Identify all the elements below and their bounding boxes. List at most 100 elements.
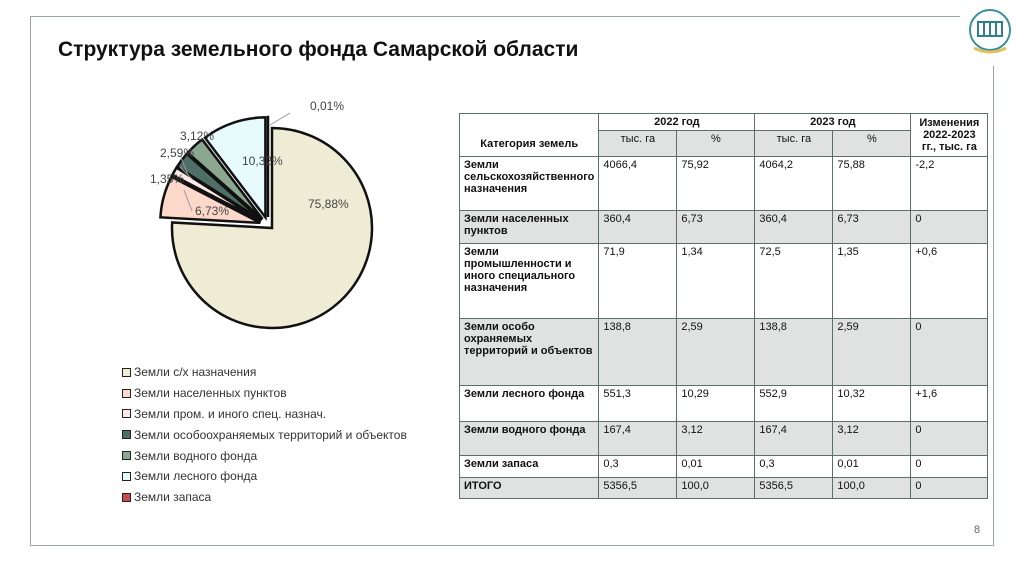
- legend-item: Земли особоохраняемых территорий и объек…: [122, 424, 407, 445]
- value-cell: 0,3: [754, 455, 834, 478]
- value-cell: 1,35: [832, 243, 912, 319]
- legend-item: Земли лесного фонда: [122, 466, 407, 487]
- legend-item: Земли запаса: [122, 487, 407, 508]
- value-cell: +1,6: [910, 385, 989, 422]
- legend-label: Земли особоохраняемых территорий и объек…: [134, 427, 407, 442]
- land-fund-table: Категория земель 2022 год 2023 год Измен…: [458, 113, 989, 499]
- slice-label: 3,12%: [180, 129, 214, 143]
- leader-line: [179, 166, 194, 181]
- category-cell: ИТОГО: [458, 477, 600, 499]
- value-cell: 0,3: [598, 455, 678, 478]
- value-cell: 6,73: [832, 210, 912, 244]
- value-cell: 552,9: [754, 385, 834, 422]
- table-row: Земли промышленности и иного специальног…: [458, 243, 989, 319]
- slice-label: 2,59%: [160, 146, 194, 160]
- legend-item: Земли пром. и иного спец. назнач.: [122, 404, 407, 425]
- category-cell: Земли особо охраняемых территорий и объе…: [458, 318, 600, 386]
- value-cell: +0,6: [910, 243, 989, 319]
- frame-line: [30, 16, 960, 17]
- table-row: ИТОГО 5356,5 100,0 5356,5 100,0 0: [458, 477, 989, 499]
- value-cell: 100,0: [676, 477, 756, 499]
- value-cell: 0,01: [676, 455, 756, 478]
- value-cell: 0,01: [832, 455, 912, 478]
- value-cell: 1,34: [676, 243, 756, 319]
- value-cell: 360,4: [598, 210, 678, 244]
- legend-swatch: [122, 471, 131, 481]
- pie-slice: [203, 116, 267, 222]
- legend-label: Земли населенных пунктов: [134, 386, 287, 401]
- value-cell: 0: [910, 421, 989, 456]
- frame-line: [30, 545, 994, 546]
- value-cell: 167,4: [754, 421, 834, 456]
- value-cell: 4066,4: [598, 156, 678, 211]
- leader-line: [269, 112, 291, 126]
- legend-item: Земли с/х назначения: [122, 362, 407, 383]
- value-cell: 167,4: [598, 421, 678, 456]
- table-row: Земли лесного фонда 551,3 10,29 552,9 10,32 +…: [458, 385, 989, 422]
- value-cell: -2,2: [910, 156, 989, 211]
- header-2023: 2023 год: [754, 113, 912, 131]
- header-category: Категория земель: [458, 113, 600, 157]
- pie-slice: [170, 126, 374, 330]
- legend-swatch: [122, 492, 131, 502]
- value-cell: 3,12: [832, 421, 912, 456]
- header-unit-ha: тыс. га: [754, 130, 834, 157]
- legend-label: Земли с/х назначения: [134, 365, 257, 380]
- value-cell: 75,92: [676, 156, 756, 211]
- value-cell: 10,29: [676, 385, 756, 422]
- legend-swatch: [122, 451, 131, 461]
- legend-swatch: [122, 430, 131, 440]
- page-number: 8: [974, 524, 981, 536]
- value-cell: 138,8: [754, 318, 834, 386]
- value-cell: 71,9: [598, 243, 678, 319]
- legend-item: Земли водного фонда: [122, 445, 407, 466]
- slice-label: 0,01%: [310, 99, 344, 113]
- value-cell: 0: [910, 318, 989, 386]
- header-change: Изменения 2022-2023 гг., тыс. га: [910, 113, 989, 157]
- value-cell: 0: [910, 210, 989, 244]
- category-cell: Земли лесного фонда: [458, 385, 600, 422]
- table-row: Земли особо охраняемых территорий и объе…: [458, 318, 989, 386]
- legend-label: Земли водного фонда: [134, 448, 258, 463]
- category-cell: Земли водного фонда: [458, 421, 600, 456]
- value-cell: 138,8: [598, 318, 678, 386]
- leader-line: [179, 154, 189, 176]
- page-title: Структура земельного фонда Самарской обл…: [58, 38, 579, 61]
- legend-label: Земли запаса: [134, 490, 212, 505]
- value-cell: 100,0: [832, 477, 912, 499]
- value-cell: 551,3: [598, 385, 678, 422]
- header-unit-pct: %: [676, 130, 756, 157]
- pie-slice: [159, 175, 261, 225]
- value-cell: 10,32: [832, 385, 912, 422]
- value-cell: 4064,2: [754, 156, 834, 211]
- leader-line: [183, 189, 193, 212]
- category-cell: Земли населенных пунктов: [458, 210, 600, 244]
- pie-slice: [185, 137, 264, 221]
- frame-line: [993, 66, 994, 546]
- chart-legend: Земли с/х назначения Земли населенных пун…: [122, 362, 407, 508]
- slice-label: 1,35%: [150, 172, 184, 186]
- value-cell: 360,4: [754, 210, 834, 244]
- value-cell: 5356,5: [754, 477, 834, 499]
- legend-label: Земли лесного фонда: [134, 469, 258, 484]
- value-cell: 3,12: [676, 421, 756, 456]
- category-cell: Земли запаса: [458, 455, 600, 478]
- slice-label: 75,88%: [308, 197, 349, 211]
- category-cell: Земли сельскохозяйственного назначения: [458, 156, 600, 211]
- legend-swatch: [122, 367, 131, 377]
- legend-item: Земли населенных пунктов: [122, 383, 407, 404]
- slice-label: 10,32%: [242, 154, 283, 168]
- value-cell: 0: [910, 477, 989, 499]
- legend-swatch: [122, 388, 131, 398]
- table-row: Земли сельскохозяйственного назначения 40…: [458, 156, 989, 211]
- value-cell: 2,59: [676, 318, 756, 386]
- legend-swatch: [122, 409, 131, 419]
- header-unit-pct: %: [832, 130, 912, 157]
- header-2022: 2022 год: [598, 113, 756, 131]
- header-unit-ha: тыс. га: [598, 130, 678, 157]
- pie-chart: 75,88% 6,73% 1,35% 2,59% 3,12% 10,32% 0,01%: [150, 99, 374, 330]
- table-row: Земли водного фонда 167,4 3,12 167,4 3,12 0: [458, 421, 989, 456]
- table-row: Земли населенных пунктов 360,4 6,73 360,4 6,…: [458, 210, 989, 244]
- frame-line: [30, 16, 31, 546]
- value-cell: 0: [910, 455, 989, 478]
